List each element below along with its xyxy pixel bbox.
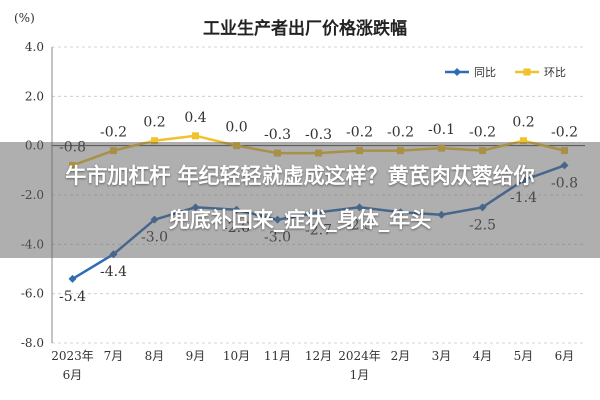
y-tick-label: 2.0 <box>25 89 44 103</box>
x-tick-label: 11月 <box>264 349 291 363</box>
x-tick-label: 4月 <box>473 349 493 363</box>
data-label-mom: -0.2 <box>469 125 496 141</box>
x-tick-label: 6月 <box>555 349 575 363</box>
y-tick-label: 4.0 <box>25 40 44 54</box>
data-label-mom: -0.3 <box>305 127 332 143</box>
data-label-mom: 0.0 <box>225 120 247 136</box>
x-tick-label: 3月 <box>432 349 452 363</box>
data-label-yoy: -4.4 <box>100 264 127 280</box>
data-label-mom: -0.2 <box>100 125 127 141</box>
data-point-mom <box>151 137 158 145</box>
data-label-yoy: -5.4 <box>59 289 86 305</box>
legend-marker-yoy <box>453 68 461 76</box>
x-tick-label: 9月 <box>186 349 206 363</box>
x-tick-label-line2: 6月 <box>63 368 83 382</box>
x-tick-label: 2月 <box>391 349 411 363</box>
legend-label-yoy: 同比 <box>474 66 496 79</box>
caption-overlay <box>0 142 600 258</box>
caption-line-1: 牛市加杠杆 年纪轻轻就虚成这样？黄芪肉苁蓉给你 <box>65 164 535 188</box>
y-axis-unit: (%) <box>14 11 35 25</box>
x-tick-label: 10月 <box>223 349 250 363</box>
data-label-mom: 0.2 <box>512 115 534 131</box>
legend: 同比 环比 <box>445 66 566 79</box>
x-tick-label: 2024年 <box>338 349 381 363</box>
x-tick-label: 7月 <box>104 349 124 363</box>
data-label-mom: -0.3 <box>264 127 291 143</box>
caption-line-2: 兜底补回来_症状_身体_年头 <box>168 208 432 232</box>
legend-label-mom: 环比 <box>544 66 566 79</box>
y-tick-label: -8.0 <box>21 336 44 350</box>
x-tick-label: 2023年 <box>51 349 94 363</box>
x-tick-label-line2: 1月 <box>350 368 370 382</box>
data-label-mom: 0.2 <box>143 115 165 131</box>
data-label-mom: -0.2 <box>551 125 578 141</box>
x-tick-label: 12月 <box>305 349 332 363</box>
data-point-mom <box>520 137 527 145</box>
data-label-mom: -0.1 <box>428 122 455 138</box>
x-tick-label: 8月 <box>145 349 165 363</box>
y-tick-label: -6.0 <box>21 287 44 301</box>
data-label-mom: 0.4 <box>184 110 206 126</box>
data-point-yoy <box>68 274 77 283</box>
legend-marker-mom <box>523 68 531 76</box>
chart-title: 工业生产者出厂价格涨跌幅 <box>203 18 407 39</box>
x-tick-label: 5月 <box>514 349 534 363</box>
data-point-mom <box>192 132 199 140</box>
data-label-mom: -0.2 <box>346 125 373 141</box>
data-label-mom: -0.2 <box>387 125 414 141</box>
